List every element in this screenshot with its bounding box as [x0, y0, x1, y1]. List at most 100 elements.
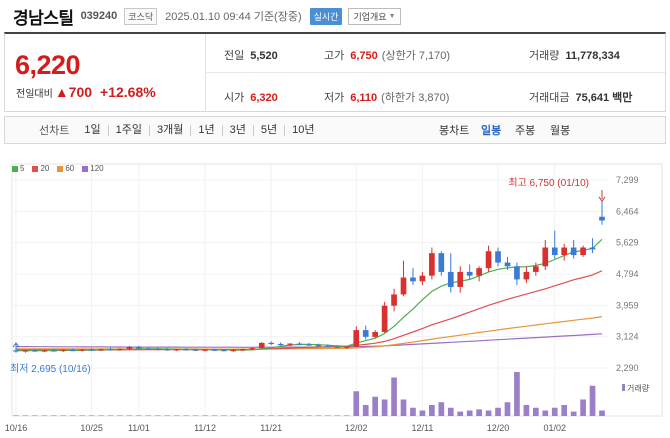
- ma5-line: [16, 238, 603, 352]
- high-price: 고가 6,750 (상한가 7,170): [324, 50, 451, 62]
- y-tick-label: 5,629: [616, 238, 639, 248]
- candle-body: [287, 343, 293, 345]
- divider: [205, 72, 665, 73]
- period-10y[interactable]: 10년: [284, 124, 321, 136]
- up-arrow-icon: ▲: [54, 84, 69, 100]
- period-1y[interactable]: 1년: [190, 124, 221, 136]
- volume-bar: [60, 415, 67, 416]
- tab-monthly[interactable]: 월봉: [550, 125, 571, 137]
- company-info-label: 기업개요: [353, 11, 387, 22]
- change-label: 전일대비: [16, 89, 53, 100]
- period-3y[interactable]: 3년: [221, 124, 253, 136]
- candle-body: [551, 247, 558, 256]
- market-badge: 코스닥: [124, 7, 158, 25]
- volume-bar: [164, 415, 171, 416]
- period-5y[interactable]: 5년: [252, 124, 284, 136]
- volume-bar: [334, 415, 341, 416]
- y-tick-label: 3,124: [616, 332, 639, 342]
- ma60-line: [16, 316, 603, 350]
- candle-body: [50, 350, 57, 352]
- candle-body: [240, 349, 246, 351]
- volume-bar: [268, 415, 275, 416]
- candle-body: [542, 247, 549, 267]
- x-tick-label: 11/21: [260, 423, 282, 433]
- legend-swatch: [82, 165, 89, 172]
- volume-bar: [372, 396, 378, 416]
- stock-header: 경남스틸 039240 코스닥 2025.01.10 09:44 기준(장중) …: [0, 0, 670, 32]
- candle-body: [88, 349, 95, 351]
- y-tick-label: 7,299: [616, 175, 639, 185]
- volume-bar: [230, 415, 237, 416]
- max-annotation: 최고 6,750 (01/10): [508, 177, 589, 189]
- trade-amount: 거래대금 75,641 백만: [529, 92, 633, 104]
- volume-bar: [88, 415, 95, 416]
- volume-bar: [136, 415, 142, 416]
- candle-body: [268, 342, 275, 345]
- candle-body: [32, 350, 38, 352]
- candle-body: [107, 349, 114, 351]
- company-info-dropdown[interactable]: 기업개요 ▼: [348, 7, 401, 25]
- x-tick-label: 12/11: [411, 423, 433, 433]
- volume-bar: [466, 410, 473, 416]
- candle-body: [599, 216, 605, 221]
- volume-bar: [325, 415, 331, 416]
- volume-bar: [419, 410, 426, 416]
- volume-bar: [381, 399, 388, 416]
- open-price: 시가 6,320: [224, 92, 278, 104]
- volume-bar: [117, 415, 123, 416]
- volume-bar: [202, 415, 208, 416]
- candle-body: [98, 349, 104, 351]
- change-value: ▲700: [54, 84, 93, 100]
- volume-legend-swatch: [622, 384, 625, 391]
- tab-daily[interactable]: 일봉: [481, 125, 502, 137]
- legend-swatch: [12, 165, 18, 172]
- chart-legend: 5 20 60 120: [12, 164, 104, 173]
- volume-bar: [22, 415, 29, 416]
- volume-bar: [542, 410, 549, 416]
- legend-item: 60: [57, 164, 74, 173]
- volume-bar: [249, 415, 256, 416]
- candle-body: [277, 343, 284, 346]
- chart-canvas: 7,299 6,464 5,629 4,794 3,959 3,124 2,290 최고 6,…: [5, 163, 663, 433]
- candle-body: [192, 349, 199, 351]
- volume-bar: [41, 415, 48, 416]
- y-tick-label: 3,959: [616, 300, 639, 310]
- volume-bar: [192, 415, 199, 416]
- candle-body: [495, 251, 501, 263]
- divider: [205, 34, 206, 112]
- candle-body: [429, 253, 435, 276]
- candle-body: [41, 350, 48, 352]
- volume-bar: [457, 411, 464, 416]
- candle-body: [221, 349, 227, 352]
- x-tick-label: 12/02: [345, 423, 368, 433]
- candle-body: [570, 247, 577, 256]
- volume-label: 거래량: [627, 383, 650, 393]
- candle-body: [136, 346, 142, 349]
- tab-weekly[interactable]: 주봉: [515, 125, 536, 137]
- candle-body: [211, 349, 218, 351]
- volume-bar: [277, 415, 284, 416]
- stock-code: 039240: [80, 10, 118, 22]
- volume-bar: [533, 407, 539, 416]
- volume-bar: [287, 415, 293, 416]
- candle-body: [476, 268, 482, 276]
- x-tick-label: 11/12: [194, 423, 216, 433]
- candle-body: [202, 349, 208, 351]
- volume-bar: [504, 402, 511, 416]
- period-3m[interactable]: 3개월: [148, 124, 190, 136]
- volume-bar: [570, 411, 577, 416]
- period-1d[interactable]: 1일: [84, 123, 101, 136]
- legend-label: 20: [40, 164, 50, 173]
- period-1w[interactable]: 1주일: [107, 124, 149, 136]
- volume-bar: [495, 407, 501, 416]
- candle-body: [60, 349, 67, 352]
- chart-frame: [11, 163, 663, 417]
- candle-body: [410, 277, 416, 282]
- candle-body: [447, 271, 454, 287]
- change-percent: +12.68%: [100, 84, 156, 100]
- max-arrow-head-icon: [598, 196, 606, 202]
- volume-bar: [476, 409, 482, 416]
- chart-toolbar: 선차트 1일 1주일 3개월 1년 3년 5년 10년 봉차트 일봉 주봉 월봉: [4, 116, 666, 144]
- volume-bar: [32, 415, 38, 416]
- volume-bar: [69, 415, 76, 416]
